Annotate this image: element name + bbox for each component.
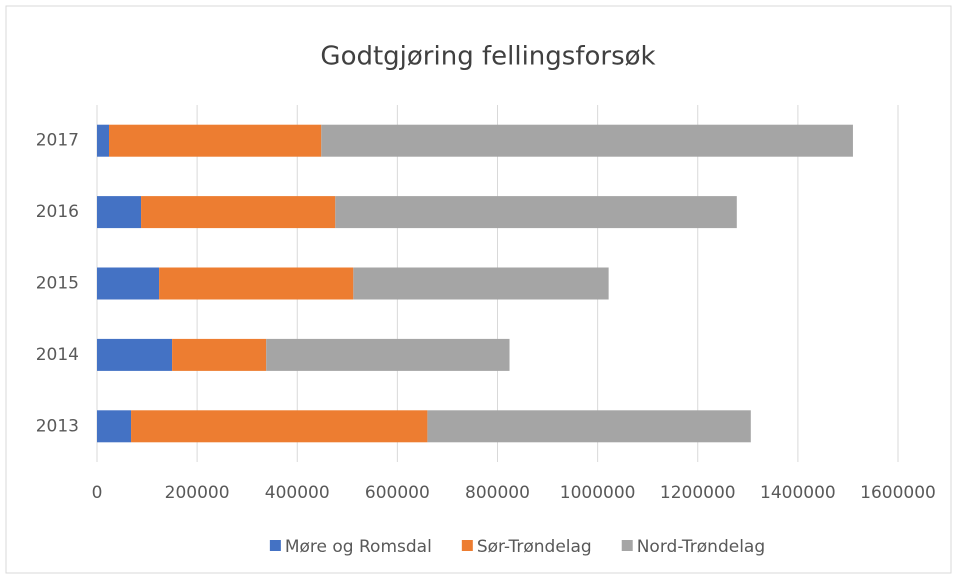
bar-segment: [97, 267, 160, 300]
x-tick-label: 400000: [265, 483, 330, 503]
bar-segment: [97, 338, 173, 371]
bar-segment: [109, 124, 322, 157]
bar-segment: [353, 267, 609, 300]
bar-segment: [159, 267, 354, 300]
y-tick-label: 2014: [36, 345, 79, 365]
bar-segment: [97, 124, 110, 157]
x-tick-label: 0: [92, 483, 103, 503]
bar-segment: [321, 124, 853, 157]
bar-segment: [131, 410, 428, 443]
x-tick-label: 1600000: [860, 483, 936, 503]
chart-title: Godtgjøring fellingsforsøk: [320, 42, 655, 72]
x-tick-label: 1400000: [760, 483, 836, 503]
x-tick-label: 1200000: [660, 483, 736, 503]
legend-swatch: [621, 540, 633, 551]
y-tick-label: 2013: [36, 416, 79, 436]
bar-segment: [97, 410, 132, 443]
y-tick-label: 2015: [36, 274, 79, 294]
legend-label: Nord-Trøndelag: [637, 537, 765, 557]
bar-segment: [335, 196, 737, 229]
x-tick-label: 200000: [165, 483, 230, 503]
bar-segment: [141, 196, 336, 229]
legend-label: Møre og Romsdal: [285, 537, 432, 557]
legend-label: Sør-Trøndelag: [477, 537, 592, 557]
x-tick-label: 1000000: [560, 483, 636, 503]
bar-segment: [172, 338, 267, 371]
y-tick-label: 2017: [36, 131, 79, 151]
x-tick-label: 800000: [465, 483, 530, 503]
bar-segment: [427, 410, 751, 443]
legend-swatch: [461, 540, 473, 551]
y-tick-label: 2016: [36, 202, 79, 222]
bar-segment: [266, 338, 510, 371]
x-tick-label: 600000: [365, 483, 430, 503]
bar-segment: [97, 196, 142, 229]
legend-swatch: [269, 540, 281, 551]
